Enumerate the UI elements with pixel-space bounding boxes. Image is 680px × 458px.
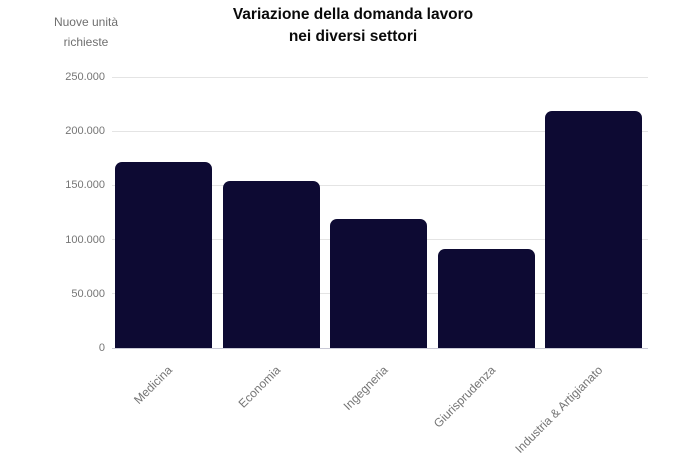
x-axis-label: Medicina	[131, 363, 176, 407]
x-axis-label: Giurisprudenza	[430, 363, 498, 431]
x-axis-baseline	[112, 347, 648, 349]
bar-medicina	[115, 161, 212, 348]
chart-title: Variazione della domanda lavoro nei dive…	[26, 4, 680, 48]
x-axis-label: Industria & Artigianato	[512, 363, 606, 456]
chart-title-line-1: Variazione della domanda lavoro	[232, 6, 474, 23]
y-tick-label: 150.000	[65, 179, 105, 192]
y-axis-unit-line-2: richieste	[63, 35, 109, 49]
bar-industria-artigianato	[545, 110, 642, 348]
bar-ingegneria	[330, 219, 427, 348]
y-tick-label: 50.000	[71, 287, 105, 300]
y-tick-label: 0	[98, 342, 105, 354]
y-tick-label: 100.000	[65, 233, 105, 246]
x-axis-label: Economia	[235, 363, 283, 411]
chart-title-line-2: nei diversi settori	[288, 28, 418, 45]
y-tick-label: 200.000	[65, 125, 105, 138]
y-axis-unit-label: Nuove unità richieste	[36, 12, 136, 52]
y-gridline	[112, 130, 648, 132]
bar-economia	[222, 181, 320, 348]
bar-giurisprudenza	[437, 249, 535, 348]
x-axis-label: Ingegneria	[340, 363, 391, 414]
y-gridline	[112, 184, 648, 186]
y-tick-label: 250.000	[65, 71, 105, 83]
y-axis-unit-line-1: Nuove unità	[53, 15, 119, 29]
y-gridline	[112, 76, 648, 78]
